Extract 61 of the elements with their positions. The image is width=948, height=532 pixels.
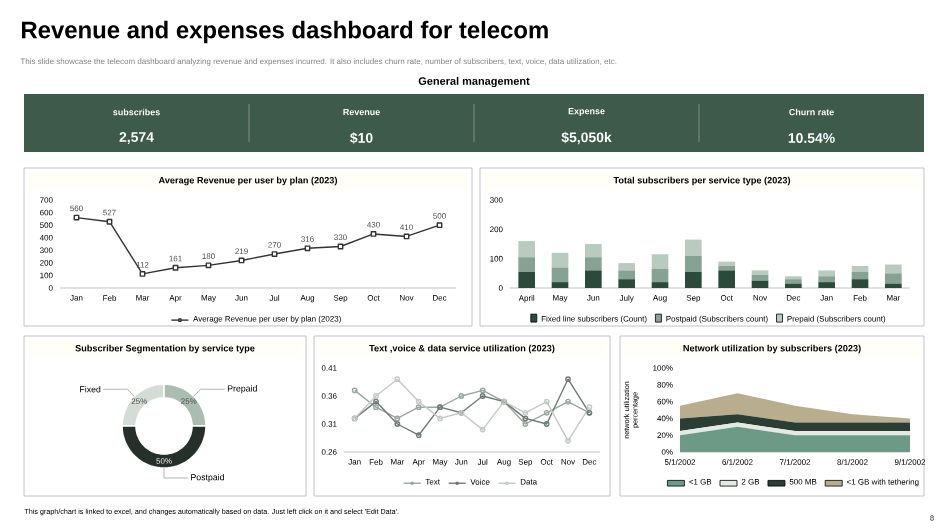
bar xyxy=(618,270,636,280)
bar xyxy=(518,271,536,288)
point xyxy=(415,404,422,411)
bar xyxy=(518,241,536,258)
bar xyxy=(885,264,902,274)
bar xyxy=(651,282,669,288)
point xyxy=(458,393,465,399)
bar xyxy=(851,266,869,272)
bar xyxy=(818,282,836,288)
bar xyxy=(585,244,602,258)
bar xyxy=(885,273,902,284)
point xyxy=(394,415,401,422)
point xyxy=(106,218,113,225)
bar xyxy=(585,257,602,271)
point xyxy=(522,415,529,422)
bar xyxy=(685,271,702,288)
point xyxy=(415,432,422,439)
point xyxy=(370,231,377,237)
point xyxy=(543,421,550,427)
point xyxy=(394,421,401,427)
point xyxy=(522,409,529,416)
bar xyxy=(685,255,702,272)
bar xyxy=(518,257,536,272)
point xyxy=(479,393,486,399)
bar xyxy=(751,274,769,281)
text: Revenue and expenses dashboard for telecom xyxy=(22,20,548,44)
bar xyxy=(551,267,569,283)
point xyxy=(205,262,212,269)
point xyxy=(415,398,422,405)
point xyxy=(479,426,486,433)
point xyxy=(565,376,571,383)
bar xyxy=(818,270,836,277)
point xyxy=(565,437,571,444)
bar xyxy=(551,282,569,288)
point xyxy=(522,421,529,427)
point xyxy=(437,415,443,422)
bar xyxy=(618,279,636,288)
bar xyxy=(818,276,836,283)
point xyxy=(172,264,179,271)
bar xyxy=(585,270,602,288)
point xyxy=(271,251,278,257)
bar xyxy=(651,268,669,283)
point xyxy=(394,376,401,383)
bar xyxy=(618,263,636,271)
bar xyxy=(718,270,736,288)
bar xyxy=(685,239,702,256)
bar xyxy=(851,279,869,288)
bar xyxy=(651,254,669,269)
point xyxy=(139,271,146,277)
point xyxy=(436,222,443,229)
bar xyxy=(751,280,769,288)
point xyxy=(373,404,379,411)
point xyxy=(543,398,550,405)
point xyxy=(304,245,311,252)
bar xyxy=(851,271,869,280)
point xyxy=(565,398,571,405)
point xyxy=(543,409,550,416)
point xyxy=(479,387,486,394)
point xyxy=(373,393,379,399)
bar xyxy=(551,252,569,268)
point xyxy=(373,398,379,405)
